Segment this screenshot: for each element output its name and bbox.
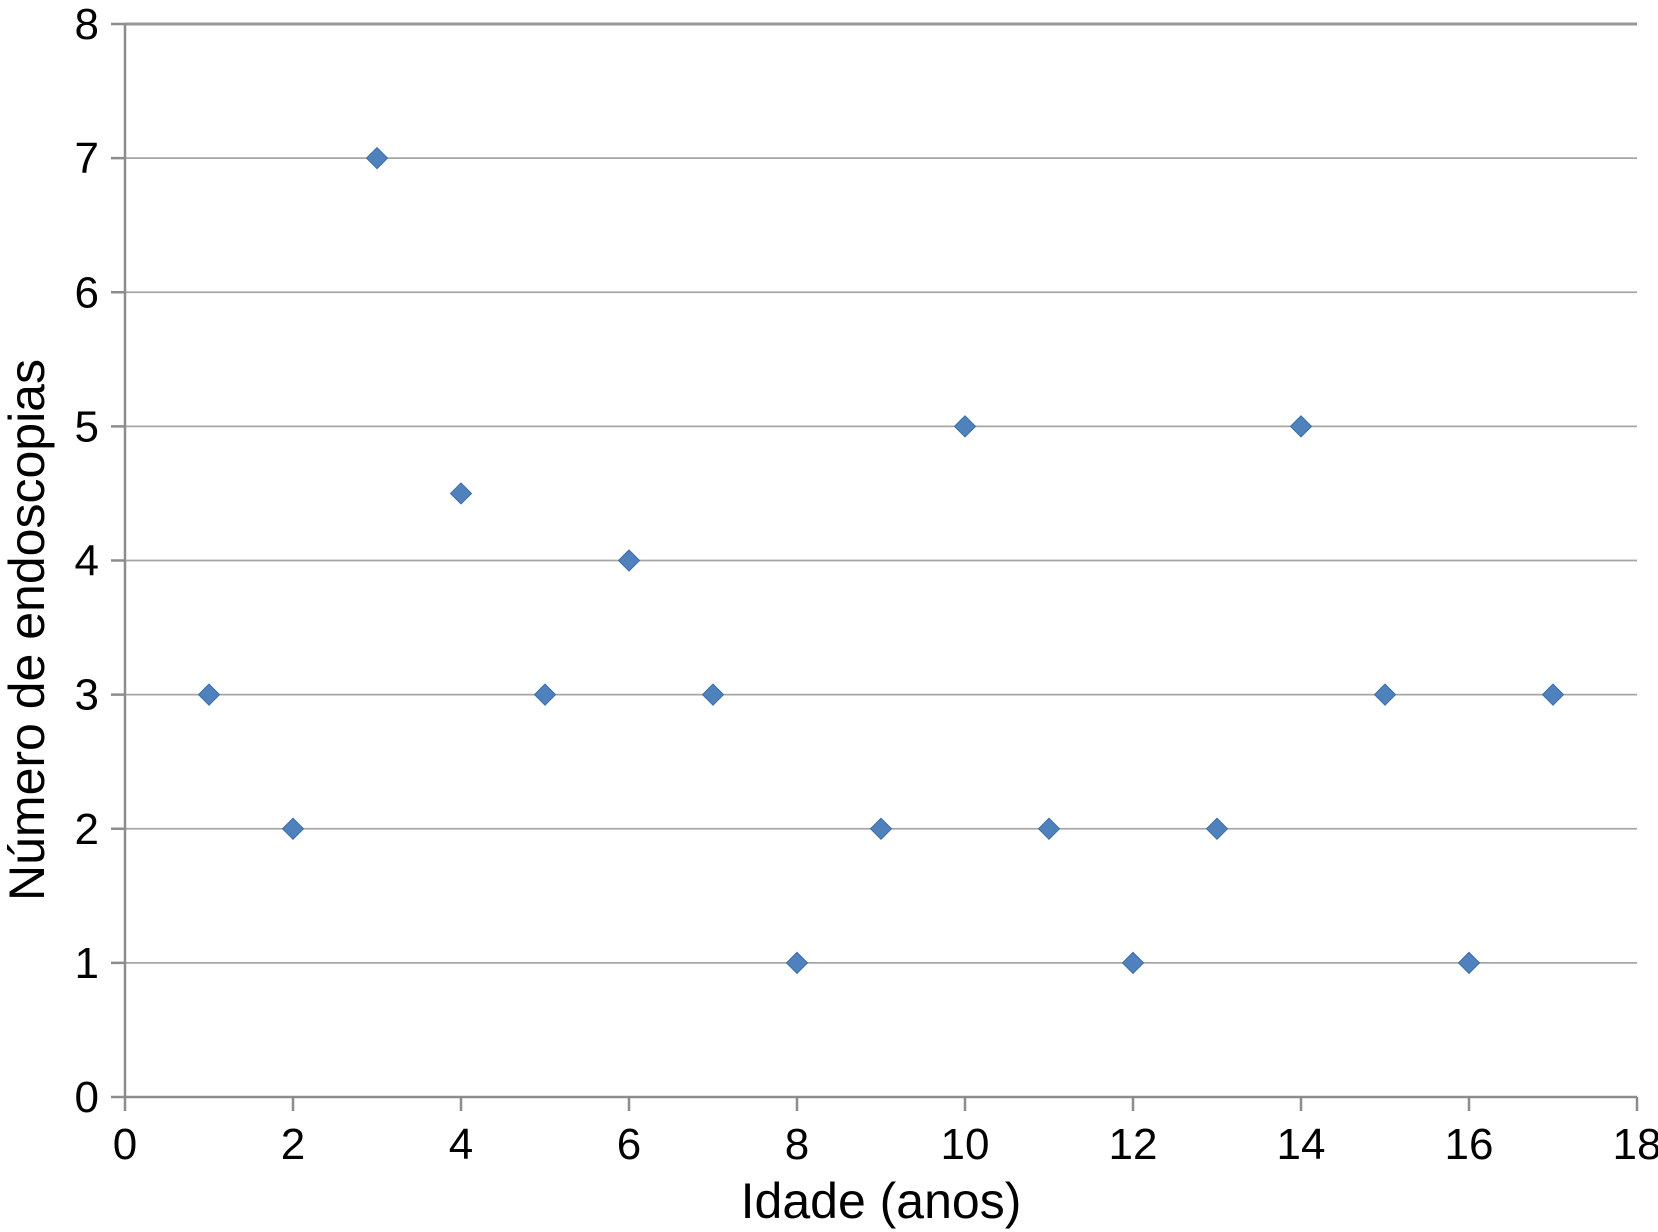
x-tick-label-12: 12 (1109, 1120, 1158, 1169)
y-tick-label-3: 3 (75, 671, 99, 720)
data-points (197, 146, 1565, 975)
data-point-marker (785, 951, 809, 975)
x-axis-title: Idade (anos) (741, 1173, 1022, 1229)
data-point-marker (1205, 817, 1229, 840)
data-point-marker (1541, 683, 1565, 706)
data-point-marker (701, 683, 725, 706)
data-point-marker (365, 146, 389, 170)
x-tick-label-0: 0 (113, 1120, 137, 1169)
y-tick-label-4: 4 (75, 537, 99, 586)
x-tick-label-16: 16 (1445, 1120, 1494, 1169)
data-point-marker (533, 683, 557, 706)
data-point-marker (1373, 683, 1397, 706)
x-tick-label-14: 14 (1277, 1120, 1326, 1169)
data-point-marker (281, 817, 305, 840)
data-point-marker (869, 817, 893, 840)
data-point-marker (197, 683, 221, 706)
tick-marks (111, 22, 1639, 1111)
data-point-marker (953, 415, 977, 438)
data-point-marker (1289, 415, 1313, 438)
data-point-marker (1121, 951, 1145, 975)
x-tick-label-2: 2 (281, 1120, 305, 1169)
y-axis-title: Número de endoscopias (0, 359, 55, 901)
y-tick-label-1: 1 (75, 939, 99, 988)
data-point-marker (1457, 951, 1481, 975)
y-tick-label-8: 8 (75, 0, 99, 49)
data-point-marker (617, 549, 641, 572)
x-tick-label-8: 8 (785, 1120, 809, 1169)
x-tick-label-18: 18 (1613, 1120, 1658, 1169)
y-tick-label-6: 6 (75, 268, 99, 317)
data-point-marker (449, 482, 473, 505)
y-tick-label-2: 2 (75, 805, 99, 854)
x-tick-label-10: 10 (941, 1120, 990, 1169)
data-point-marker (1037, 817, 1061, 840)
y-tick-label-7: 7 (75, 134, 99, 183)
x-tick-label-4: 4 (449, 1120, 473, 1169)
y-tick-label-5: 5 (75, 402, 99, 451)
y-tick-label-0: 0 (75, 1073, 99, 1122)
x-tick-label-6: 6 (617, 1120, 641, 1169)
